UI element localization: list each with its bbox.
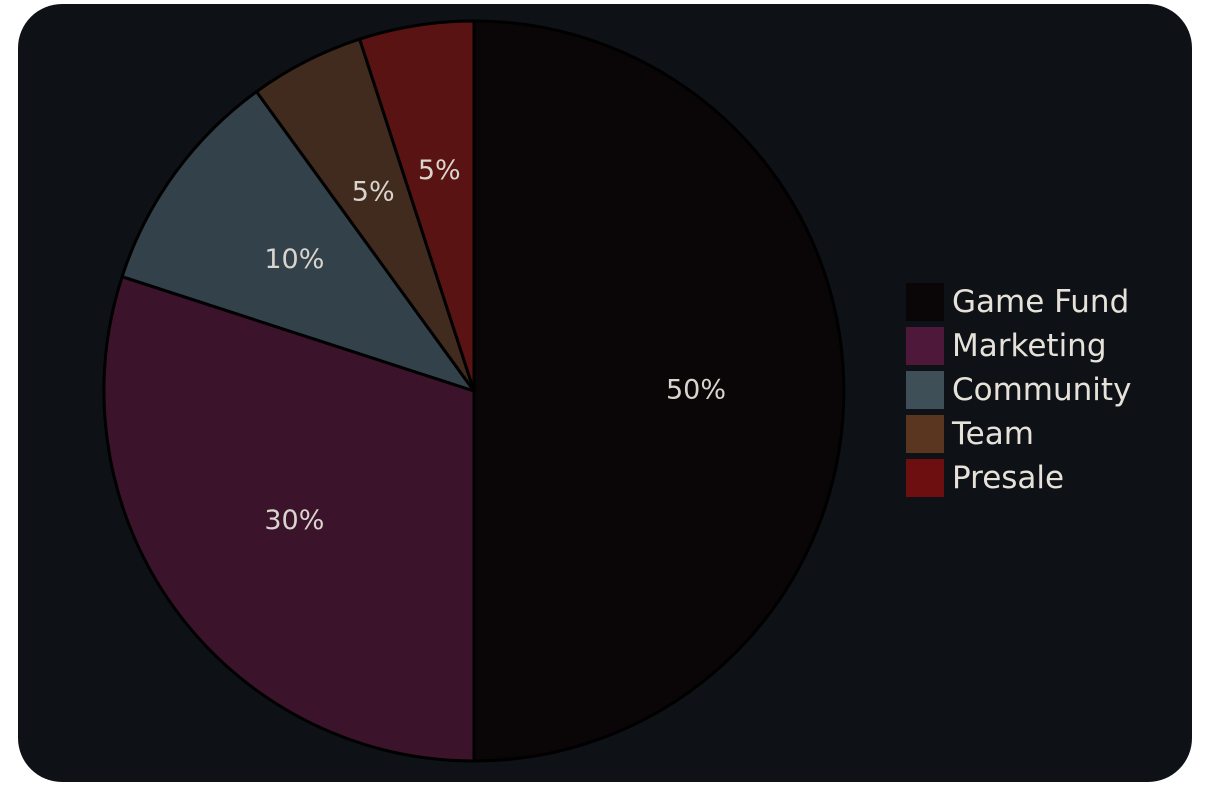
- legend-label-game-fund: Game Fund: [952, 284, 1130, 320]
- pie-slice-labels: 50% 30% 10% 5% 5%: [264, 155, 726, 536]
- legend-item-presale: Presale: [906, 456, 1131, 500]
- legend-item-team: Team: [906, 412, 1131, 456]
- chart-card: 50% 30% 10% 5% 5% Game Fund Marketing Commun…: [18, 4, 1192, 782]
- legend-swatch-marketing: [906, 327, 944, 365]
- pie-slices: [102, 19, 846, 763]
- legend-swatch-team: [906, 415, 944, 453]
- legend-swatch-game-fund: [906, 283, 944, 321]
- pie-slice-game-fund: [472, 19, 846, 763]
- legend-swatch-presale: [906, 459, 944, 497]
- pie-slice-label-presale: 5%: [418, 155, 461, 186]
- legend-item-marketing: Marketing: [906, 324, 1131, 368]
- pie-slice-label-team: 5%: [352, 177, 395, 208]
- pie-slice-label-game-fund: 50%: [666, 375, 726, 406]
- legend: Game Fund Marketing Community Team Presa…: [906, 280, 1131, 500]
- legend-label-team: Team: [952, 416, 1034, 452]
- legend-swatch-community: [906, 371, 944, 409]
- pie-slice-community: [120, 90, 476, 393]
- pie-slice-marketing: [102, 275, 476, 763]
- pie-slice-label-marketing: 30%: [264, 505, 324, 536]
- legend-label-presale: Presale: [952, 460, 1065, 496]
- legend-label-marketing: Marketing: [952, 328, 1107, 364]
- pie-slice-label-community: 10%: [264, 244, 324, 275]
- pie-slice-presale: [358, 19, 476, 393]
- legend-item-game-fund: Game Fund: [906, 280, 1131, 324]
- legend-item-community: Community: [906, 368, 1131, 412]
- pie-chart: 50% 30% 10% 5% 5%: [102, 19, 846, 763]
- legend-label-community: Community: [952, 372, 1132, 408]
